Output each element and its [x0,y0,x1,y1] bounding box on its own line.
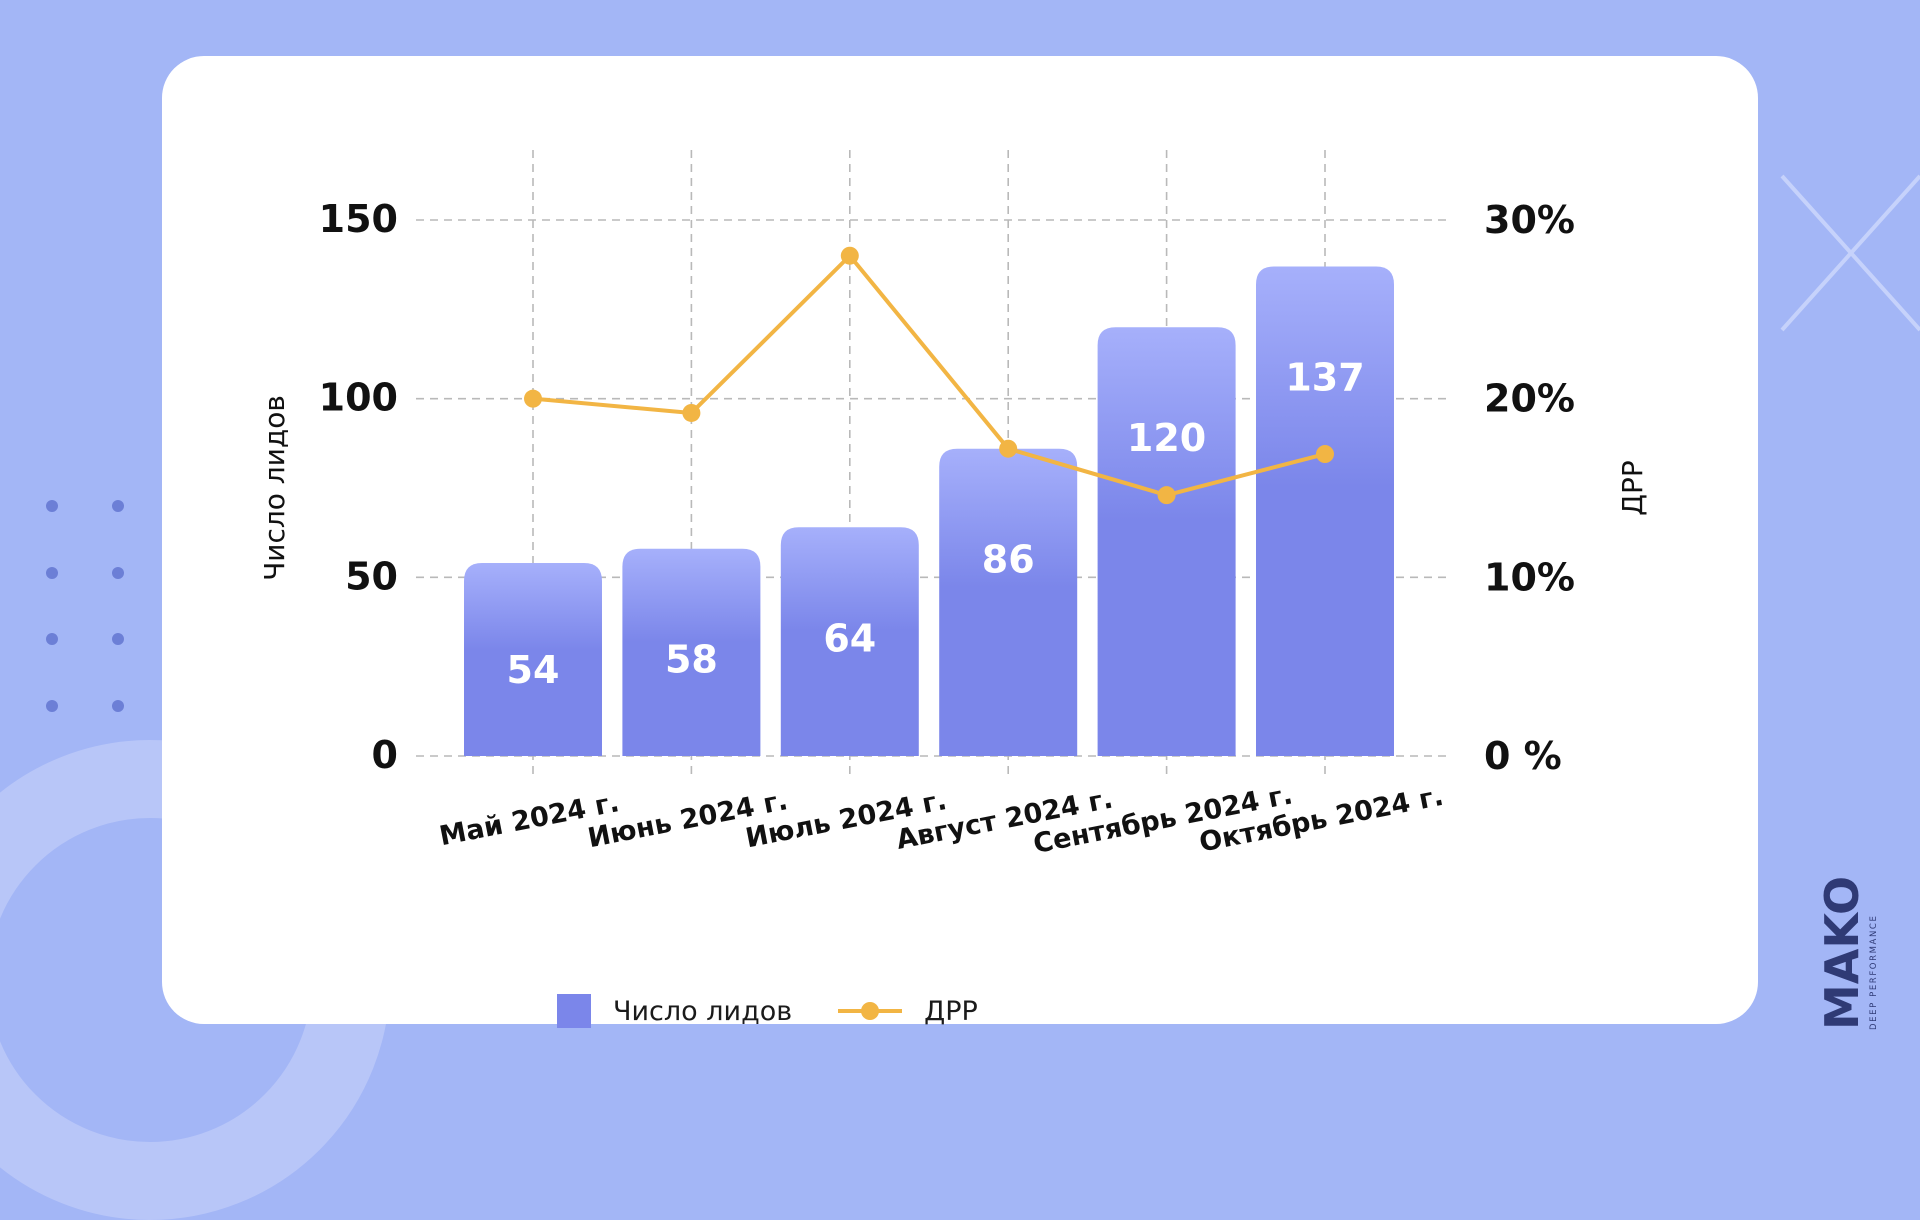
drr-line [532,253,1326,498]
combo-chart: 0 50 100 150 0 % 10% 20% 30% Число лидов ДРР 54 58 6… [258,150,1649,860]
bar [939,448,1078,756]
drr-point [1316,445,1334,464]
drr-point [1157,486,1176,505]
decor-dot [112,700,124,712]
drr-point [682,403,701,422]
bar-data-label: 64 [823,616,876,660]
y-axis-title: Число лидов [258,395,291,581]
bar [622,548,761,756]
drr-point [524,389,542,408]
decor-dot [46,700,58,712]
bar-swatch [557,994,591,1028]
bar-data-label: 58 [665,638,718,682]
legend: Число лидов ДРР [557,994,1004,1028]
decor-cross [1780,174,1920,332]
bar-data-label: 86 [982,538,1035,582]
bar-data-label: 120 [1127,416,1206,460]
decor-dot [46,567,58,579]
bar [780,527,919,756]
legend-item-leads: Число лидов [557,994,792,1028]
y-tick-label: 50 [345,554,398,598]
line-swatch [838,1002,903,1020]
y-tick-label: 0 [372,733,398,777]
bar [1097,327,1236,756]
drr-point [840,246,859,265]
decor-dot [112,567,124,579]
bar [1256,266,1394,756]
y-tick-label: 150 [319,197,398,241]
mako-logo: MAKO DEEP PERFORMANCE [1820,876,1879,1030]
y2-tick-label: 10% [1484,555,1575,599]
logo-wordmark: MAKO [1820,876,1869,1030]
decor-dot [112,500,124,512]
decor-dot [46,633,58,645]
y2-tick-label: 30% [1484,198,1575,242]
legend-label-leads: Число лидов [613,995,793,1027]
legend-item-drr: ДРР [838,996,978,1027]
decor-dot [112,633,124,645]
y-tick-label: 100 [319,376,398,420]
chart-card: 0 50 100 150 0 % 10% 20% 30% Число лидов ДРР 54 58 6… [162,56,1758,1028]
y2-axis-title: ДРР [1616,460,1649,516]
legend-label-drr: ДРР [924,995,978,1027]
logo-tagline: DEEP PERFORMANCE [1869,915,1879,1030]
bar-data-label: 137 [1285,355,1364,399]
bar [464,563,602,756]
y2-tick-label: 20% [1484,377,1575,421]
bar-data-label: 54 [507,648,560,692]
y2-tick-label: 0 % [1484,734,1562,778]
drr-point [999,439,1018,458]
decor-dot [46,500,58,512]
